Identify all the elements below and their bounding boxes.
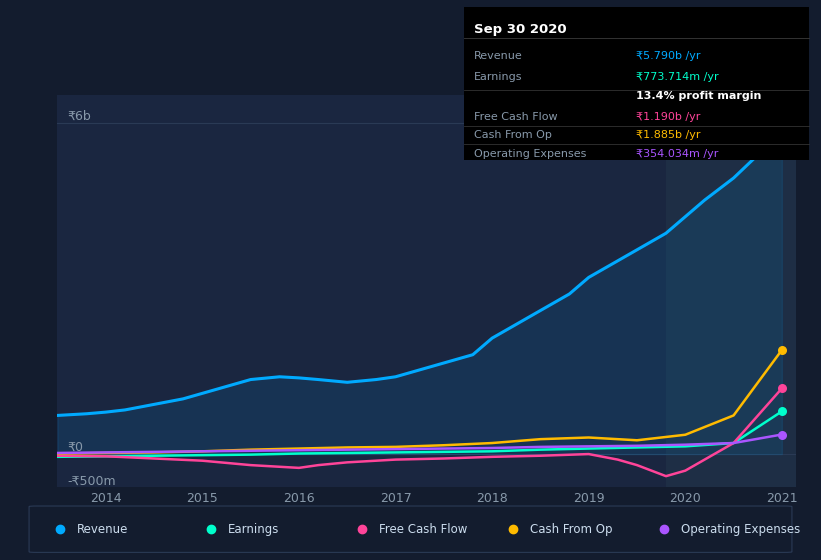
Point	[775, 130, 788, 139]
Text: Operating Expenses: Operating Expenses	[681, 522, 800, 536]
Point	[775, 346, 788, 354]
FancyBboxPatch shape	[29, 506, 792, 552]
Text: ₹354.034m /yr: ₹354.034m /yr	[636, 148, 718, 158]
Text: Sep 30 2020: Sep 30 2020	[475, 22, 566, 35]
Text: ₹5.790b /yr: ₹5.790b /yr	[636, 51, 701, 61]
Text: Earnings: Earnings	[227, 522, 279, 536]
Text: ₹1.190b /yr: ₹1.190b /yr	[636, 112, 700, 122]
Text: 13.4% profit margin: 13.4% profit margin	[636, 91, 762, 101]
Text: ₹1.885b /yr: ₹1.885b /yr	[636, 130, 701, 140]
Text: Operating Expenses: Operating Expenses	[475, 148, 586, 158]
Bar	[666, 95, 811, 487]
Text: Earnings: Earnings	[475, 72, 523, 82]
Text: Free Cash Flow: Free Cash Flow	[378, 522, 467, 536]
Text: ₹6b: ₹6b	[67, 110, 91, 123]
Point	[775, 407, 788, 416]
Text: -₹500m: -₹500m	[67, 475, 116, 488]
Text: Cash From Op: Cash From Op	[530, 522, 612, 536]
Text: ₹773.714m /yr: ₹773.714m /yr	[636, 72, 719, 82]
Point	[775, 384, 788, 393]
Point	[775, 430, 788, 439]
Text: Revenue: Revenue	[76, 522, 128, 536]
Text: Cash From Op: Cash From Op	[475, 130, 552, 140]
Text: Revenue: Revenue	[475, 51, 523, 61]
Text: Free Cash Flow: Free Cash Flow	[475, 112, 557, 122]
Text: ₹0: ₹0	[67, 441, 83, 454]
